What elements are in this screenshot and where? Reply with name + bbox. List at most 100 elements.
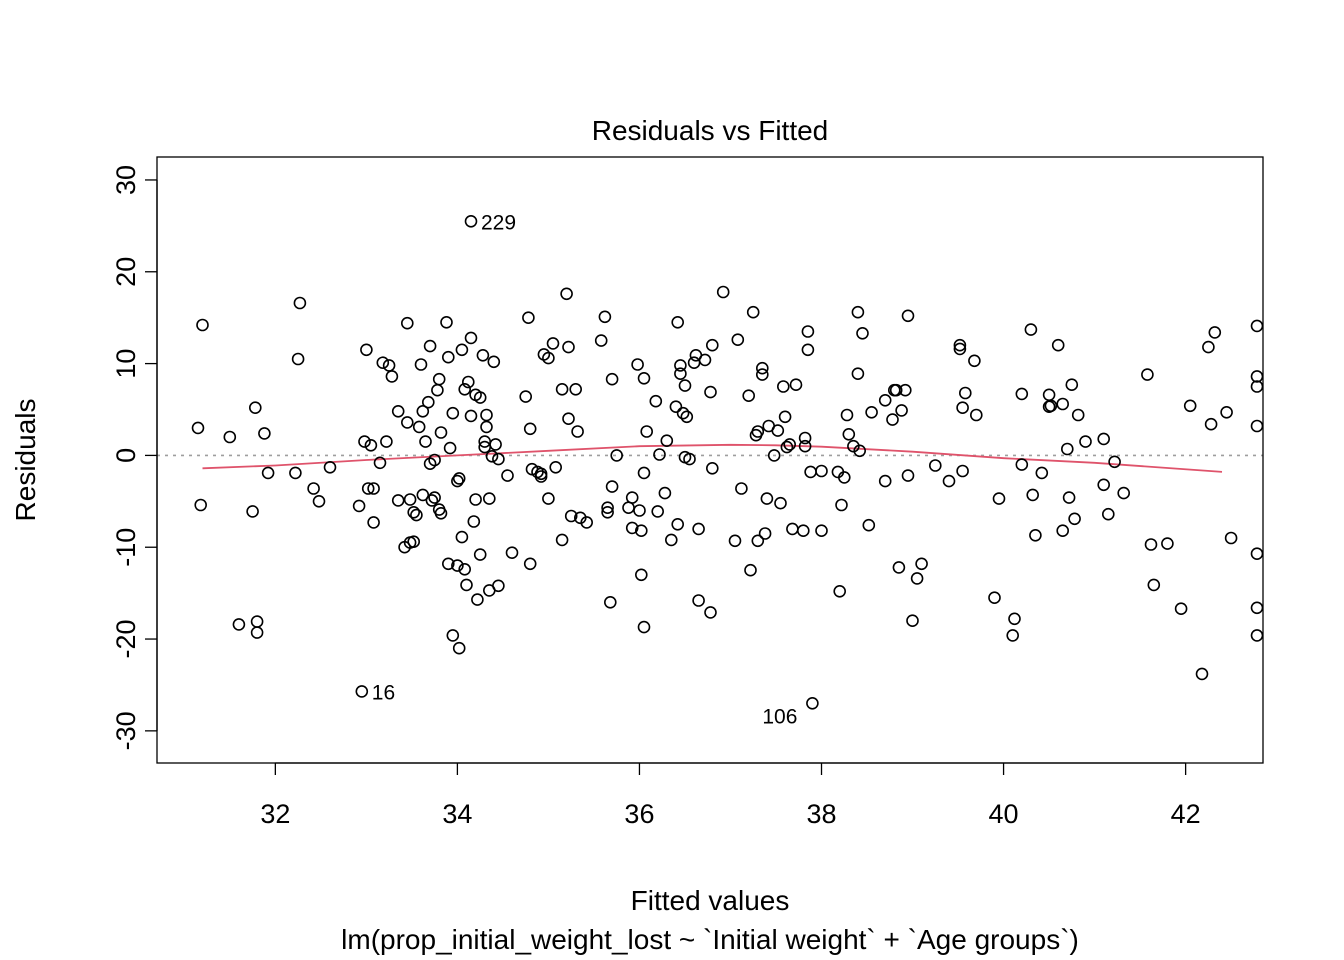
residual-point xyxy=(1202,340,1215,354)
outlier-label: 16 xyxy=(372,681,395,704)
residual-point xyxy=(434,426,448,439)
residual-point xyxy=(676,406,690,420)
residual-point xyxy=(815,464,828,478)
residual-point xyxy=(425,494,439,507)
outlier-label: 106 xyxy=(762,705,797,728)
residual-point xyxy=(783,438,797,451)
residual-point xyxy=(1195,667,1209,681)
residual-point xyxy=(1108,455,1121,469)
residual-point xyxy=(603,595,617,609)
residual-point xyxy=(1071,408,1085,422)
residual-point xyxy=(992,492,1006,505)
residual-point xyxy=(1079,435,1092,448)
residual-point xyxy=(804,465,817,479)
x-tick-label: 40 xyxy=(989,799,1019,829)
residual-point xyxy=(1097,432,1110,446)
residual-point xyxy=(705,461,719,475)
residual-point xyxy=(837,471,851,484)
residual-point xyxy=(428,453,441,467)
residual-point xyxy=(704,606,717,619)
residual-point xyxy=(1015,458,1029,471)
residual-point xyxy=(196,318,209,332)
residual-point xyxy=(969,408,983,422)
residual-point xyxy=(671,517,685,531)
residual-point xyxy=(412,420,426,434)
residual-point xyxy=(625,491,639,504)
residual-point xyxy=(451,559,464,572)
residual-point xyxy=(901,469,915,482)
residual-point xyxy=(634,568,648,582)
residual-point xyxy=(476,348,490,362)
residual-point xyxy=(191,421,205,435)
residual-point xyxy=(464,409,478,423)
residual-point xyxy=(569,382,583,396)
residual-point xyxy=(451,474,464,488)
residual-point xyxy=(692,594,705,607)
residual-point xyxy=(391,494,405,507)
x-tick-label: 38 xyxy=(806,799,836,829)
residual-point xyxy=(1006,629,1020,642)
residual-point xyxy=(492,579,505,593)
residual-point xyxy=(1056,397,1069,411)
residual-point xyxy=(380,435,393,448)
residual-point xyxy=(546,337,560,350)
residual-point xyxy=(789,378,803,392)
residual-point xyxy=(786,522,799,536)
residual-point xyxy=(571,425,584,438)
residual-point xyxy=(728,534,742,548)
residual-point xyxy=(480,420,493,434)
smoother-line xyxy=(202,443,1223,473)
residual-point xyxy=(400,316,414,330)
residual-point xyxy=(560,287,573,301)
residual-point xyxy=(258,427,271,440)
residual-point xyxy=(564,509,578,523)
residual-point xyxy=(480,408,493,422)
residual-point xyxy=(458,562,472,576)
residual-point xyxy=(1174,602,1188,616)
residual-point xyxy=(455,530,469,544)
y-tick-label: 10 xyxy=(111,349,141,379)
residual-point xyxy=(898,383,912,397)
residual-point xyxy=(746,305,760,319)
residual-point xyxy=(250,615,264,628)
x-axis-subtitle: lm(prop_initial_weight_lost ~ `Initial w… xyxy=(341,924,1079,955)
residual-point xyxy=(416,404,430,418)
residual-point xyxy=(678,379,692,392)
residual-point xyxy=(446,629,460,642)
residual-point xyxy=(360,343,373,357)
residual-point xyxy=(704,385,717,399)
residual-point xyxy=(1102,507,1115,521)
residual-point xyxy=(1220,405,1233,419)
residual-point xyxy=(1051,338,1065,352)
residual-point xyxy=(895,404,908,417)
residual-point xyxy=(523,557,537,571)
residual-point xyxy=(469,493,482,506)
residual-point xyxy=(1250,319,1264,333)
residual-point xyxy=(928,459,942,472)
residual-point xyxy=(735,482,748,495)
residual-point xyxy=(307,482,320,495)
residual-point xyxy=(555,533,569,547)
residual-point xyxy=(489,438,502,451)
residual-point xyxy=(1161,537,1174,550)
residual-point xyxy=(249,401,262,415)
residual-point xyxy=(407,535,421,549)
residual-point xyxy=(674,359,687,372)
residual-point xyxy=(523,422,537,436)
residual-point xyxy=(601,505,614,519)
residual-point xyxy=(833,584,847,598)
residual-point xyxy=(640,425,654,438)
residual-point xyxy=(460,578,473,592)
residual-point xyxy=(573,511,587,525)
residual-point xyxy=(674,367,687,381)
residual-point xyxy=(842,427,856,441)
residual-point xyxy=(452,472,466,485)
residual-point xyxy=(878,474,892,488)
residual-point xyxy=(683,452,696,466)
residual-point xyxy=(731,333,745,347)
residual-point xyxy=(778,410,792,424)
residual-point xyxy=(446,406,460,420)
y-axis: -30 -20 -10 0 10 20 30 xyxy=(111,165,158,750)
residual-point xyxy=(542,492,555,505)
residual-point xyxy=(680,410,694,424)
